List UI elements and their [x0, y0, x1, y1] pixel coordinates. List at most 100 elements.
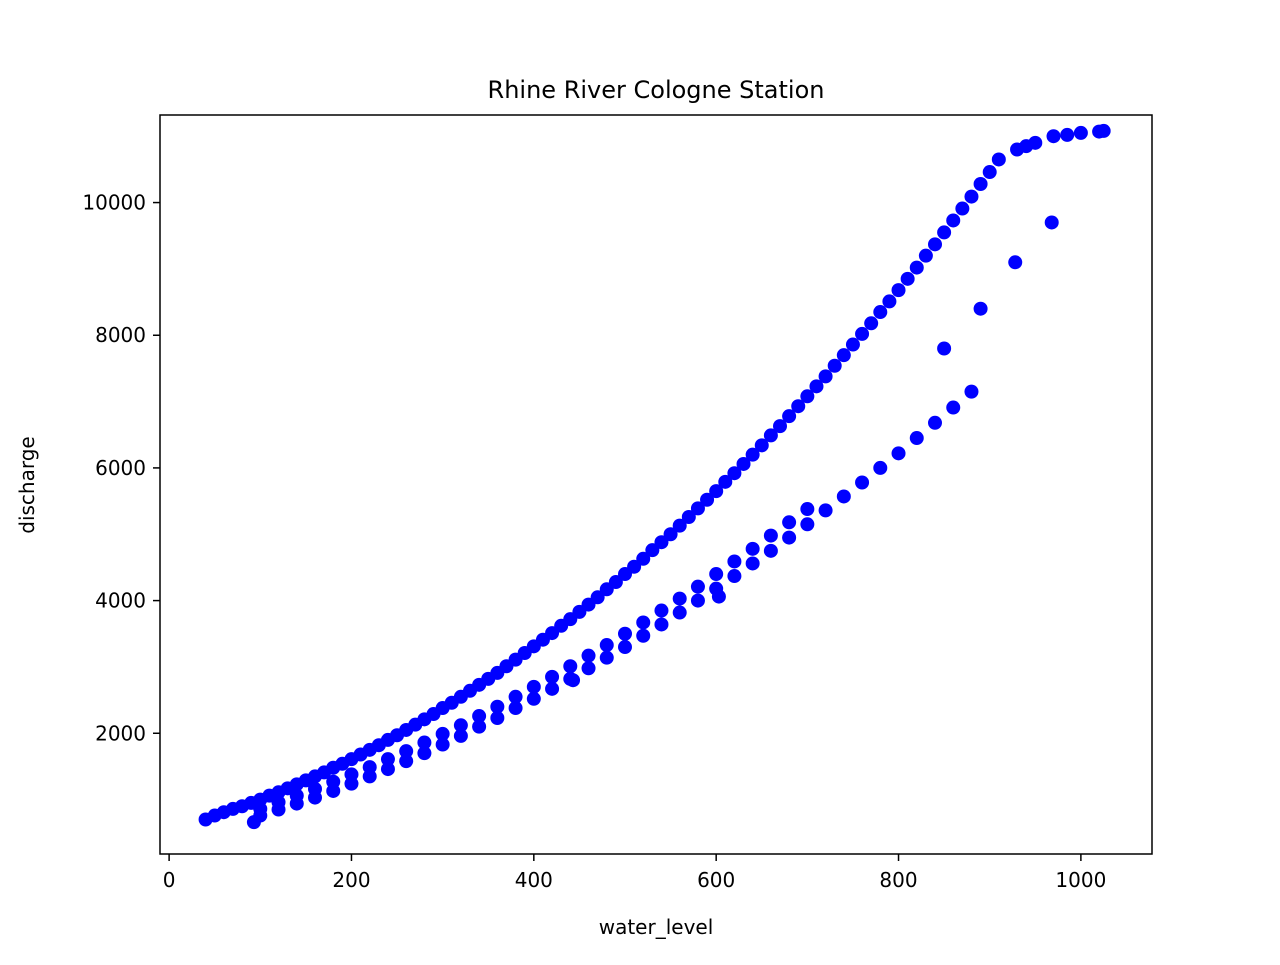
data-point: [937, 341, 952, 356]
data-point: [918, 248, 933, 263]
data-point: [490, 699, 505, 714]
data-point: [864, 316, 879, 331]
data-point: [690, 593, 705, 608]
data-point: [964, 189, 979, 204]
data-point: [955, 201, 970, 216]
data-point: [672, 518, 687, 533]
data-point: [608, 575, 623, 590]
data-point: [818, 503, 833, 518]
data-point: [526, 691, 541, 706]
plot-frame: [159, 114, 1153, 855]
data-point: [581, 661, 596, 676]
data-point: [417, 735, 432, 750]
data-point: [645, 543, 660, 558]
data-point: [928, 415, 942, 430]
data-point: [891, 283, 906, 298]
data-point: [618, 640, 632, 655]
data-point: [326, 774, 341, 789]
data-point: [472, 719, 487, 734]
data-point: [928, 237, 942, 252]
data-point: [545, 669, 560, 684]
data-point: [745, 541, 760, 556]
data-point: [1044, 215, 1059, 230]
data-point: [727, 554, 742, 569]
data-point: [380, 752, 395, 767]
data-point: [681, 510, 696, 525]
data-point: [782, 409, 797, 424]
data-point: [763, 428, 778, 443]
data-point: [636, 615, 651, 630]
data-point: [782, 515, 797, 530]
data-point: [745, 447, 760, 462]
y-axis-label: discharge: [15, 436, 39, 533]
y-axis: 2000 4000 6000 8000 10000: [82, 191, 160, 745]
data-point: [818, 369, 833, 384]
data-point: [855, 475, 870, 490]
data-point: [289, 788, 304, 803]
data-point: [672, 605, 687, 620]
data-point: [709, 567, 724, 582]
data-point: [399, 744, 414, 759]
chart-title: Rhine River Cologne Station: [488, 76, 825, 104]
data-point: [654, 603, 669, 618]
data-point: [490, 711, 505, 726]
data-point: [873, 460, 888, 475]
data-point: [453, 718, 468, 733]
data-point: [727, 466, 742, 481]
data-point: [1008, 255, 1023, 270]
data-point: [754, 438, 769, 453]
data-point: [453, 728, 468, 743]
data-point: [964, 384, 979, 399]
data-point: [909, 260, 924, 275]
data-point: [791, 399, 806, 414]
data-point: [1060, 127, 1075, 142]
data-point: [663, 527, 678, 542]
data-point: [472, 709, 487, 724]
data-point: [636, 551, 651, 566]
data-point: [618, 626, 632, 641]
data-point: [763, 528, 778, 543]
data-point: [545, 681, 560, 696]
data-point: [563, 659, 578, 674]
x-tick-label: 600: [697, 868, 735, 892]
data-point: [380, 762, 395, 777]
data-point: [1046, 129, 1061, 144]
data-point: [800, 517, 815, 532]
data-point: [809, 379, 824, 394]
data-point: [246, 815, 261, 830]
data-point: [566, 673, 581, 688]
data-point: [253, 801, 268, 816]
data-point: [946, 400, 961, 415]
data-point: [845, 337, 860, 352]
data-point: [344, 767, 359, 782]
data-point: [399, 754, 414, 769]
data-point: [946, 213, 961, 228]
x-axis: 0 200 400 600 800 1000: [163, 854, 1106, 892]
data-point: [800, 502, 815, 517]
data-point: [973, 301, 988, 316]
x-tick-label: 0: [163, 868, 176, 892]
y-tick-label: 6000: [95, 456, 146, 480]
data-point: [271, 795, 286, 810]
data-point: [690, 501, 705, 516]
data-point: [827, 358, 842, 373]
data-point: [654, 617, 669, 632]
data-point: [745, 556, 760, 571]
data-point: [508, 689, 523, 704]
data-point: [1073, 125, 1088, 140]
data-point: [718, 474, 733, 489]
data-point: [782, 530, 797, 545]
x-tick-label: 400: [515, 868, 553, 892]
data-point: [690, 579, 705, 594]
data-point: [526, 679, 541, 694]
data-point: [836, 489, 851, 504]
data-point: [711, 589, 726, 604]
data-point: [672, 591, 687, 606]
y-tick-label: 10000: [82, 191, 146, 215]
data-point: [636, 628, 651, 643]
data-point: [982, 165, 997, 180]
x-axis-label: water_level: [599, 915, 714, 939]
data-point: [599, 650, 614, 665]
